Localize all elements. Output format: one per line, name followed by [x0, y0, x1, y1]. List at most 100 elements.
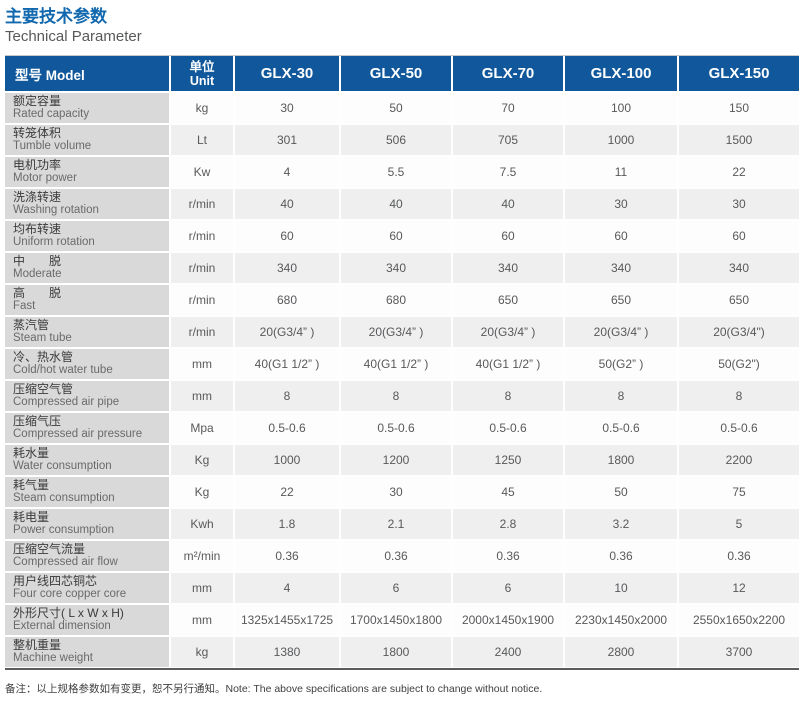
- cell-value: 3700: [679, 637, 799, 667]
- row-label-en: Cold/hot water tube: [13, 364, 113, 376]
- cell-value: 60: [453, 221, 563, 251]
- row-label: 高 脱 Fast: [5, 285, 169, 315]
- row-label-en: Four core copper core: [13, 588, 127, 600]
- cell-value: 1380: [235, 637, 339, 667]
- cell-value: 12: [679, 573, 799, 603]
- cell-value: 340: [453, 253, 563, 283]
- cell-value: 8: [235, 381, 339, 411]
- table-header-model: 型号 Model: [5, 56, 169, 91]
- cell-value: 2230x1450x2000: [565, 605, 677, 635]
- row-label: 整机重量 Machine weight: [5, 637, 169, 667]
- row-unit: r/min: [171, 317, 233, 347]
- row-unit: mm: [171, 381, 233, 411]
- cell-value: 50: [565, 477, 677, 507]
- cell-value: 1200: [341, 445, 451, 475]
- cell-value: 30: [679, 189, 799, 219]
- cell-value: 45: [453, 477, 563, 507]
- row-label-cn: 电机功率: [13, 158, 62, 172]
- cell-value: 6: [341, 573, 451, 603]
- table-bottom-rule: [5, 668, 799, 670]
- cell-value: 20(G3/4” ): [453, 317, 563, 347]
- row-unit: mm: [171, 605, 233, 635]
- cell-value: 1000: [235, 445, 339, 475]
- cell-value: 60: [679, 221, 799, 251]
- page-title: 主要技术参数: [5, 7, 107, 26]
- cell-value: 2200: [679, 445, 799, 475]
- row-label: 转笼体积 Tumble volume: [5, 125, 169, 155]
- cell-value: 1800: [565, 445, 677, 475]
- cell-value: 1325x1455x1725: [235, 605, 339, 635]
- row-label-en: Motor power: [13, 172, 77, 184]
- row-label-en: Machine weight: [13, 652, 93, 664]
- cell-value: 1250: [453, 445, 563, 475]
- table-header-glx-100: GLX-100: [565, 56, 677, 91]
- row-label: 压缩空气流量 Compressed air flow: [5, 541, 169, 571]
- row-unit: Lt: [171, 125, 233, 155]
- row-unit: mm: [171, 349, 233, 379]
- cell-value: 30: [341, 477, 451, 507]
- cell-value: 1500: [679, 125, 799, 155]
- row-label-cn: 耗电量: [13, 510, 50, 524]
- cell-value: 70: [453, 93, 563, 123]
- row-label: 中 脱 Moderate: [5, 253, 169, 283]
- cell-value: 60: [565, 221, 677, 251]
- cell-value: 50: [341, 93, 451, 123]
- row-label: 耗电量 Power consumption: [5, 509, 169, 539]
- cell-value: 8: [565, 381, 677, 411]
- cell-value: 7.5: [453, 157, 563, 187]
- cell-value: 8: [679, 381, 799, 411]
- cell-value: 22: [679, 157, 799, 187]
- cell-value: 150: [679, 93, 799, 123]
- cell-value: 10: [565, 573, 677, 603]
- row-label: 均布转速 Uniform rotation: [5, 221, 169, 251]
- row-label-en: Washing rotation: [13, 204, 99, 216]
- row-label-cn: 耗水量: [13, 446, 50, 460]
- row-label-cn: 压缩气压: [13, 414, 62, 428]
- cell-value: 1700x1450x1800: [341, 605, 451, 635]
- cell-value: 0.5-0.6: [235, 413, 339, 443]
- table-header-glx-150: GLX-150: [679, 56, 799, 91]
- row-label: 电机功率 Motor power: [5, 157, 169, 187]
- row-label-en: Compressed air pressure: [13, 428, 143, 440]
- cell-value: 5: [679, 509, 799, 539]
- cell-value: 40: [235, 189, 339, 219]
- row-label-en: Tumble volume: [13, 140, 92, 152]
- unit-header-cn: 单位: [189, 59, 215, 74]
- row-label-cn: 中 脱: [13, 254, 62, 268]
- row-label-cn: 用户线四芯铜芯: [13, 574, 98, 588]
- cell-value: 680: [341, 285, 451, 315]
- table-header-glx-50: GLX-50: [341, 56, 451, 91]
- cell-value: 30: [235, 93, 339, 123]
- cell-value: 340: [235, 253, 339, 283]
- cell-value: 340: [679, 253, 799, 283]
- row-label: 冷、热水管 Cold/hot water tube: [5, 349, 169, 379]
- row-unit: m²/min: [171, 541, 233, 571]
- row-label-en: Water consumption: [13, 460, 112, 472]
- row-unit: r/min: [171, 221, 233, 251]
- table-header-unit: 单位 Unit: [171, 56, 233, 91]
- footnote: 备注：以上规格参数如有变更，恕不另行通知。Note: The above spe…: [5, 683, 543, 695]
- cell-value: 60: [235, 221, 339, 251]
- cell-value: 20(G3/4” ): [341, 317, 451, 347]
- cell-value: 8: [453, 381, 563, 411]
- row-label-cn: 冷、热水管: [13, 350, 74, 364]
- cell-value: 40(G1 1/2” ): [341, 349, 451, 379]
- row-unit: Kg: [171, 477, 233, 507]
- row-label: 压缩气压 Compressed air pressure: [5, 413, 169, 443]
- row-label: 洗涤转速 Washing rotation: [5, 189, 169, 219]
- row-label: 耗气量 Steam consumption: [5, 477, 169, 507]
- cell-value: 5.5: [341, 157, 451, 187]
- cell-value: 0.5-0.6: [453, 413, 563, 443]
- cell-value: 340: [565, 253, 677, 283]
- cell-value: 680: [235, 285, 339, 315]
- row-label-cn: 额定容量: [13, 94, 62, 108]
- unit-header-en: Unit: [189, 73, 215, 88]
- row-label-cn: 均布转速: [13, 222, 62, 236]
- cell-value: 4: [235, 573, 339, 603]
- cell-value: 1000: [565, 125, 677, 155]
- cell-value: 40(G1 1/2” ): [453, 349, 563, 379]
- table-header-glx-70: GLX-70: [453, 56, 563, 91]
- cell-value: 40: [341, 189, 451, 219]
- cell-value: 650: [679, 285, 799, 315]
